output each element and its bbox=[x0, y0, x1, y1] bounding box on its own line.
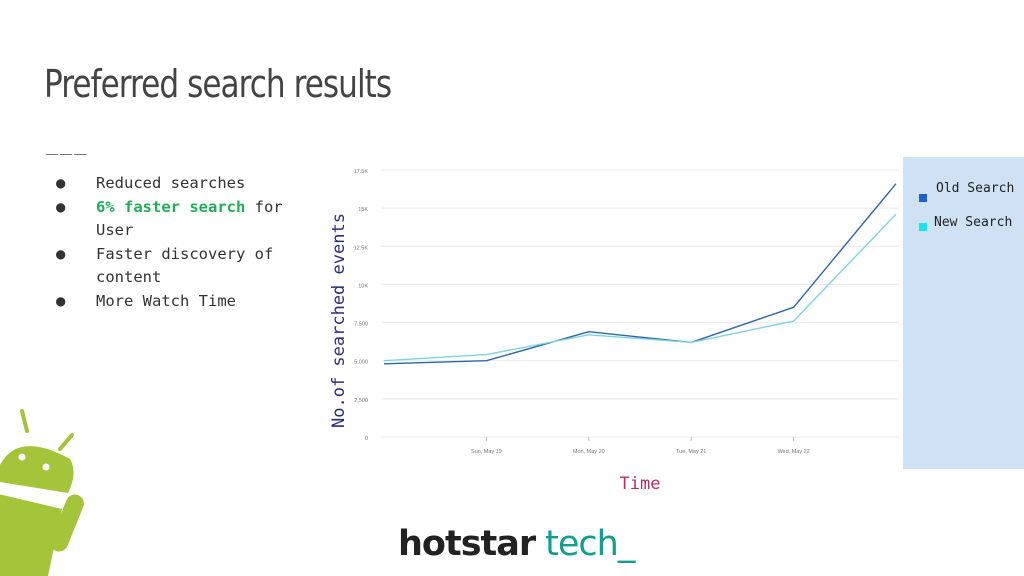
chart-lines bbox=[383, 183, 897, 365]
y-axis-label: No.of searched events bbox=[329, 213, 349, 428]
y-tick-label: 12.5K bbox=[354, 245, 369, 251]
bullet-item: ● 6% faster search for User bbox=[56, 196, 316, 243]
y-tick-label: 0 bbox=[365, 436, 368, 442]
y-tick-label: 15K bbox=[358, 207, 368, 213]
y-tick-label: 17.5K bbox=[354, 169, 369, 175]
slide-title: Preferred search results bbox=[44, 62, 392, 106]
chart-ticks: 0 2,500 5,000 7,500 10K 12.5K 15K 17.5K Sun, May… bbox=[354, 169, 810, 455]
legend-label-new: New Search bbox=[934, 215, 1013, 230]
logo-hotstar: hotstar bbox=[398, 524, 536, 564]
y-tick-label: 10K bbox=[358, 283, 368, 289]
bullet-dot: ● bbox=[56, 174, 66, 192]
y-tick-label: 7,500 bbox=[354, 322, 368, 328]
bullet-item: ● Faster discovery of content bbox=[56, 243, 316, 290]
x-tick-label: Mon, May 20 bbox=[573, 449, 605, 455]
bullet-item: ● More Watch Time bbox=[56, 290, 316, 314]
x-tick-label: Wed, May 22 bbox=[777, 449, 809, 455]
x-axis-label: Time bbox=[620, 474, 661, 494]
logo-underscore: _ bbox=[617, 524, 635, 564]
y-tick-label: 5,000 bbox=[354, 360, 368, 366]
title-divider: ___ bbox=[46, 131, 89, 155]
hotstar-tech-logo: hotstar tech_ bbox=[398, 524, 635, 564]
android-logo-icon bbox=[0, 409, 84, 576]
bullet-dot: ● bbox=[56, 291, 66, 310]
legend-swatch-old bbox=[919, 194, 927, 202]
bullet-text: for User bbox=[96, 197, 283, 240]
bullet-dot: ● bbox=[56, 244, 66, 263]
bullet-text: Faster discovery of content bbox=[96, 244, 274, 287]
legend-label-old: Old Search bbox=[936, 181, 1015, 196]
series-line-old-search bbox=[383, 183, 897, 365]
bullet-item: ● Reduced searches bbox=[56, 172, 316, 196]
bullet-text: Reduced searches bbox=[96, 174, 246, 192]
y-tick-label: 2,500 bbox=[354, 398, 368, 404]
x-tick-label: Tue, May 21 bbox=[676, 449, 706, 455]
series-line-new-search bbox=[383, 213, 897, 362]
legend-panel: Old Search New Search bbox=[903, 157, 1024, 469]
legend-swatch-new bbox=[919, 223, 927, 231]
logo-tech: tech bbox=[545, 524, 619, 564]
bullet-highlight: 6% faster search bbox=[96, 197, 246, 216]
chart-grid bbox=[382, 169, 898, 438]
bullet-text: More Watch Time bbox=[96, 291, 236, 310]
line-chart: 0 2,500 5,000 7,500 10K 12.5K 15K 17.5K Sun, May… bbox=[329, 169, 898, 494]
bullet-list: ● Reduced searches ● 6% faster search for … bbox=[56, 172, 316, 313]
x-tick-label: Sun, May 19 bbox=[471, 449, 502, 455]
bullet-dot: ● bbox=[56, 197, 66, 216]
